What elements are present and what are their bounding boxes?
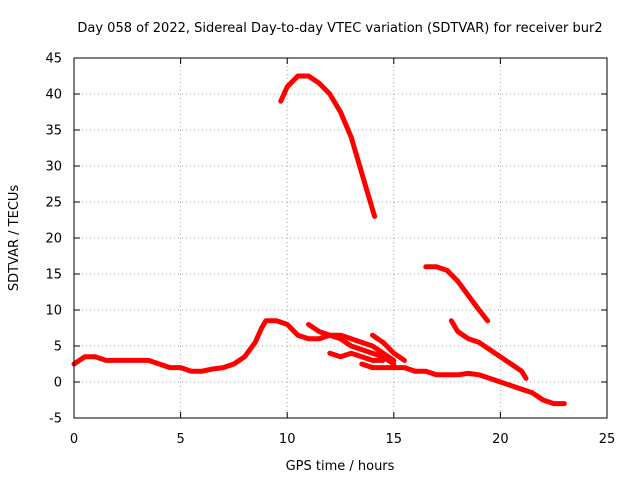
series-line-track-7	[370, 332, 407, 363]
series-line-track-3	[423, 264, 491, 324]
x-axis-label: GPS time / hours	[286, 459, 395, 474]
x-tick-label: 20	[492, 432, 509, 447]
x-tick-label: 0	[70, 432, 78, 447]
series-line-track-8	[359, 361, 567, 407]
y-tick-label: 45	[45, 52, 62, 67]
chart-title: Day 058 of 2022, Sidereal Day-to-day VTE…	[77, 21, 602, 36]
series-line-track-2	[278, 73, 378, 219]
y-tick-label: 15	[45, 268, 62, 283]
y-tick-label: 25	[45, 196, 62, 211]
series-line-track-6	[306, 321, 397, 367]
y-tick-label: -5	[49, 412, 62, 427]
y-tick-label: 40	[45, 88, 62, 103]
series-line-track-1	[71, 318, 397, 374]
plot-frame	[73, 57, 608, 419]
y-tick-label: 10	[45, 304, 62, 319]
x-tick-label: 25	[599, 432, 616, 447]
y-axis-label: SDTVAR / TECUs	[7, 185, 22, 292]
y-tick-label: 5	[54, 340, 62, 355]
y-tick-label: 0	[54, 376, 62, 391]
axis-ticks: 0 5 10 15 20 25 -5 0 5 10 15 20 25 30 35 40 45	[45, 52, 615, 448]
series-line-track-5	[327, 350, 386, 363]
y-tick-label: 35	[45, 124, 62, 139]
grid-lines	[74, 58, 607, 418]
x-tick-label: 5	[176, 432, 184, 447]
x-tick-label: 10	[279, 432, 296, 447]
y-tick-label: 20	[45, 232, 62, 247]
series-line-track-4	[448, 318, 529, 381]
x-tick-label: 15	[386, 432, 403, 447]
series-group	[71, 73, 567, 407]
y-tick-label: 30	[45, 160, 62, 175]
